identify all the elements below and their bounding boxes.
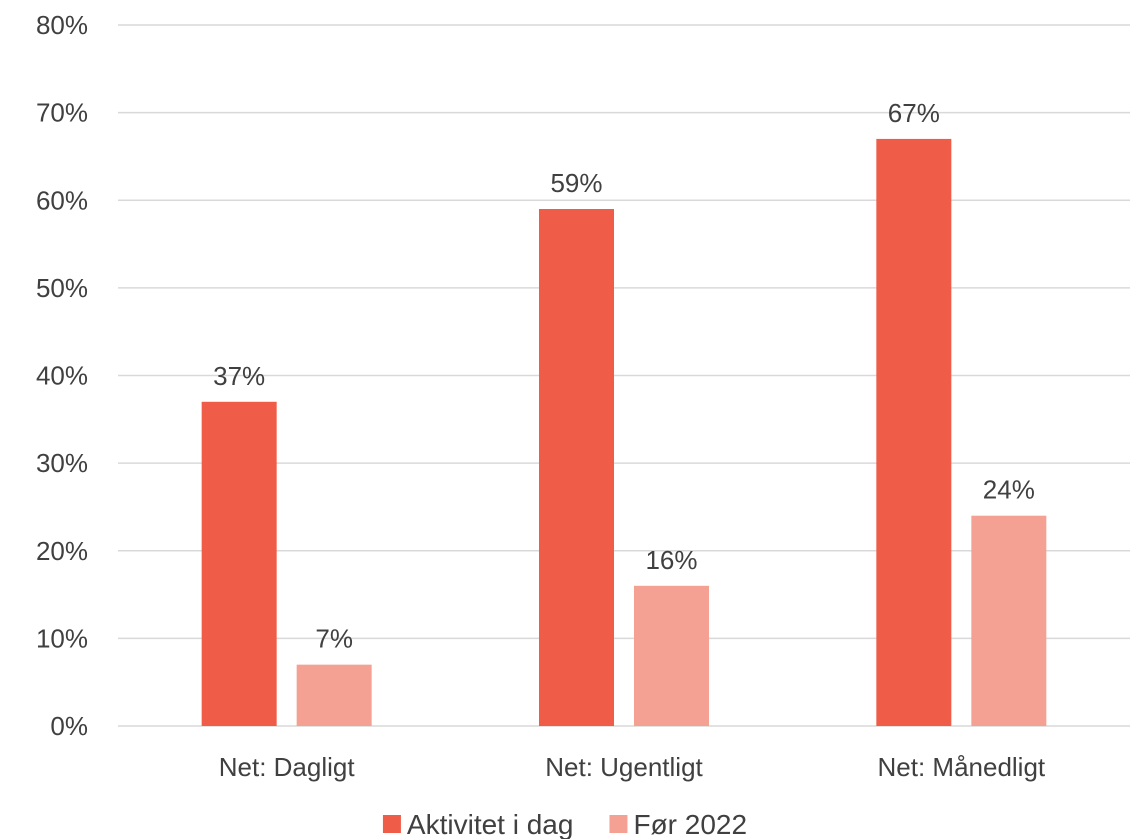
- x-category-label: Net: Dagligt: [219, 752, 356, 782]
- data-label: 37%: [213, 361, 265, 391]
- y-tick-label: 70%: [36, 98, 88, 128]
- y-tick-label: 20%: [36, 536, 88, 566]
- x-axis-categories: Net: Dagligt Net: Ugentligt Net: Månedligt: [219, 752, 1046, 782]
- legend-swatch: [609, 815, 628, 833]
- y-tick-label: 60%: [36, 185, 88, 215]
- bar: [634, 585, 709, 726]
- bars: [201, 138, 1047, 727]
- gridlines: [118, 24, 1130, 727]
- y-tick-label: 30%: [36, 448, 88, 478]
- bar: [876, 138, 952, 727]
- bar: [971, 515, 1047, 726]
- y-tick-label: 0%: [50, 711, 88, 741]
- x-category-label: Net: Ugentligt: [545, 752, 703, 782]
- y-tick-label: 50%: [36, 273, 88, 303]
- data-label: 24%: [983, 475, 1035, 505]
- legend-label: Aktivitet i dag: [407, 809, 574, 839]
- bar: [201, 401, 277, 726]
- bar: [296, 664, 372, 726]
- data-labels: 37% 7% 59% 16% 67% 24%: [213, 98, 1035, 654]
- legend-label: Før 2022: [633, 809, 747, 839]
- bar: [539, 209, 614, 726]
- y-tick-label: 40%: [36, 361, 88, 391]
- y-tick-label: 80%: [36, 10, 88, 40]
- legend-swatch: [382, 815, 401, 833]
- data-label: 59%: [550, 168, 602, 198]
- data-label: 7%: [315, 624, 353, 654]
- x-category-label: Net: Månedligt: [878, 752, 1046, 782]
- legend: Aktivitet i dag Før 2022: [382, 809, 747, 839]
- y-tick-label: 10%: [36, 623, 88, 653]
- data-label: 16%: [645, 545, 697, 575]
- y-axis-ticks: 0% 10% 20% 30% 40% 50% 60% 70% 80%: [36, 10, 88, 741]
- data-label: 67%: [888, 98, 940, 128]
